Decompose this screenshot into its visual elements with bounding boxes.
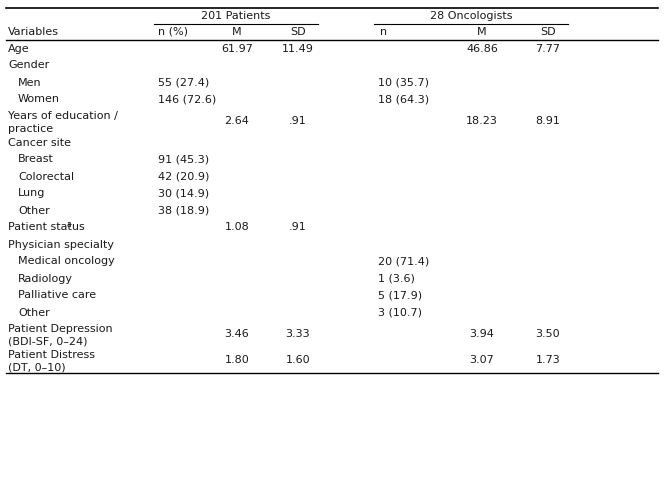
Text: Physician specialty: Physician specialty (8, 240, 114, 249)
Text: 18 (64.3): 18 (64.3) (378, 95, 429, 105)
Text: 7.77: 7.77 (535, 43, 561, 54)
Text: 201 Patients: 201 Patients (201, 11, 270, 21)
Text: Patient status: Patient status (8, 222, 85, 233)
Text: 20 (71.4): 20 (71.4) (378, 256, 430, 267)
Text: 3 (10.7): 3 (10.7) (378, 308, 422, 317)
Text: 146 (72.6): 146 (72.6) (158, 95, 216, 105)
Text: 1.73: 1.73 (535, 355, 560, 365)
Text: 38 (18.9): 38 (18.9) (158, 206, 209, 215)
Text: Years of education /: Years of education / (8, 111, 118, 121)
Text: Women: Women (18, 95, 60, 105)
Text: 3.94: 3.94 (470, 329, 494, 339)
Text: SD: SD (290, 27, 306, 37)
Text: Medical oncology: Medical oncology (18, 256, 115, 267)
Text: 2.64: 2.64 (224, 116, 250, 126)
Text: a: a (66, 220, 71, 229)
Text: 8.91: 8.91 (535, 116, 560, 126)
Text: n: n (380, 27, 387, 37)
Text: 1.60: 1.60 (286, 355, 310, 365)
Text: Age: Age (8, 43, 29, 54)
Text: Men: Men (18, 77, 41, 87)
Text: Cancer site: Cancer site (8, 138, 71, 147)
Text: n (%): n (%) (158, 27, 188, 37)
Text: (BDI-SF, 0–24): (BDI-SF, 0–24) (8, 337, 87, 347)
Text: Breast: Breast (18, 154, 54, 165)
Text: .91: .91 (289, 222, 307, 233)
Text: 42 (20.9): 42 (20.9) (158, 172, 209, 181)
Text: SD: SD (540, 27, 556, 37)
Text: 5 (17.9): 5 (17.9) (378, 290, 422, 301)
Text: Variables: Variables (8, 27, 59, 37)
Text: 30 (14.9): 30 (14.9) (158, 188, 209, 199)
Text: 10 (35.7): 10 (35.7) (378, 77, 429, 87)
Text: Lung: Lung (18, 188, 45, 199)
Text: 28 Oncologists: 28 Oncologists (430, 11, 512, 21)
Text: Other: Other (18, 308, 50, 317)
Text: Patient Depression: Patient Depression (8, 324, 113, 334)
Text: M: M (232, 27, 242, 37)
Text: M: M (477, 27, 487, 37)
Text: 46.86: 46.86 (466, 43, 498, 54)
Text: Gender: Gender (8, 61, 49, 70)
Text: Radiology: Radiology (18, 274, 73, 283)
Text: 1.08: 1.08 (224, 222, 249, 233)
Text: 61.97: 61.97 (221, 43, 253, 54)
Text: .91: .91 (289, 116, 307, 126)
Text: Palliative care: Palliative care (18, 290, 96, 301)
Text: Patient Distress: Patient Distress (8, 350, 95, 360)
Text: 91 (45.3): 91 (45.3) (158, 154, 209, 165)
Text: 3.33: 3.33 (286, 329, 310, 339)
Text: Colorectal: Colorectal (18, 172, 74, 181)
Text: 1.80: 1.80 (224, 355, 249, 365)
Text: (DT, 0–10): (DT, 0–10) (8, 363, 66, 373)
Text: 3.50: 3.50 (535, 329, 560, 339)
Text: Other: Other (18, 206, 50, 215)
Text: 11.49: 11.49 (282, 43, 314, 54)
Text: 18.23: 18.23 (466, 116, 498, 126)
Text: 1 (3.6): 1 (3.6) (378, 274, 415, 283)
Text: 55 (27.4): 55 (27.4) (158, 77, 209, 87)
Text: 3.07: 3.07 (470, 355, 494, 365)
Text: 3.46: 3.46 (224, 329, 249, 339)
Text: practice: practice (8, 124, 53, 134)
